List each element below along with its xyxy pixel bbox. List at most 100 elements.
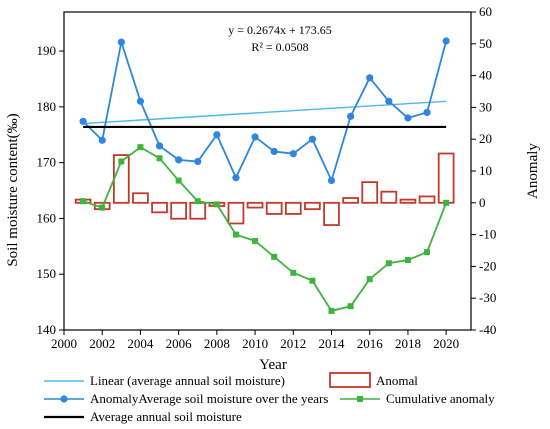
cumulative-anomaly-point bbox=[252, 237, 259, 244]
legend-label: Linear (average annual soil moisture) bbox=[90, 373, 285, 388]
legend-item: AnomalyAverage soil moisture over the ye… bbox=[44, 391, 328, 406]
anomaly-bar bbox=[361, 181, 379, 204]
x-tick-label: 2016 bbox=[357, 336, 384, 351]
legend: Linear (average annual soil moisture) Ano… bbox=[44, 372, 495, 424]
cumulative-anomaly-point bbox=[271, 253, 278, 260]
anomaly-bar bbox=[246, 201, 264, 209]
anomaly-bar bbox=[323, 201, 340, 226]
cumulative-anomaly-point bbox=[309, 277, 316, 284]
anomaly-bar bbox=[132, 192, 149, 204]
anomaly-bar bbox=[304, 201, 321, 211]
x-tick-label: 2006 bbox=[166, 336, 193, 351]
anomaly-bar bbox=[265, 201, 283, 215]
anomaly-bar bbox=[151, 201, 168, 214]
x-tick-label: 2010 bbox=[242, 336, 268, 351]
legend-label: Average annual soil moisture bbox=[90, 409, 242, 424]
y-right-tick-label: 0 bbox=[479, 195, 486, 210]
y-right-tick-label: 60 bbox=[479, 4, 492, 19]
legend-item: Anomal bbox=[329, 372, 418, 388]
anomaly-bar bbox=[170, 201, 187, 220]
lines-layer bbox=[79, 37, 450, 314]
anomaly-bar bbox=[418, 195, 436, 204]
cumulative-anomaly-point bbox=[137, 144, 144, 151]
soil-moisture-point bbox=[175, 156, 183, 164]
cumulative-anomaly-point bbox=[118, 158, 125, 165]
anomaly-bar bbox=[284, 201, 302, 215]
anomaly-bar bbox=[380, 190, 398, 204]
cumulative-anomaly-point bbox=[290, 269, 297, 276]
anomaly-bar bbox=[189, 201, 207, 220]
y-right-tick-label: -10 bbox=[479, 227, 496, 242]
cumulative-anomaly-point bbox=[156, 155, 163, 162]
soil-moisture-point bbox=[385, 97, 393, 105]
anomaly-bar bbox=[399, 198, 417, 204]
y-right-axis-title: Anomaly bbox=[525, 143, 541, 199]
legend-marker bbox=[357, 396, 363, 402]
soil-moisture-point bbox=[423, 108, 431, 117]
soil-moisture-point bbox=[270, 147, 278, 156]
legend-swatch bbox=[329, 372, 371, 388]
soil-moisture-point bbox=[98, 136, 106, 144]
cumulative-anomaly-point bbox=[443, 199, 450, 206]
cumulative-anomaly-point bbox=[213, 201, 220, 208]
legend-item: Average annual soil moisture bbox=[44, 409, 242, 424]
soil-moisture-point bbox=[308, 135, 317, 143]
legend-label: Anomal bbox=[376, 373, 418, 388]
x-tick-label: 2018 bbox=[395, 336, 421, 351]
soil-moisture-point bbox=[136, 97, 145, 105]
anomaly-bar bbox=[437, 152, 455, 204]
legend-item: Linear (average annual soil moisture) bbox=[44, 373, 285, 388]
soil-moisture-point bbox=[117, 38, 125, 46]
trend-line bbox=[83, 100, 447, 125]
x-tick-label: 2012 bbox=[280, 336, 306, 351]
y-right-tick-label: -20 bbox=[479, 258, 496, 273]
y-left-tick-label: 140 bbox=[37, 322, 57, 337]
y-right-tick-label: 40 bbox=[479, 68, 492, 83]
soil-moisture-point bbox=[442, 37, 450, 45]
y-left-tick-label: 170 bbox=[37, 155, 57, 170]
soil-moisture-point bbox=[213, 131, 221, 139]
soil-moisture-point bbox=[289, 150, 297, 158]
y-right-tick-label: 30 bbox=[479, 99, 492, 114]
y-left-tick-label: 180 bbox=[37, 99, 57, 114]
y-right-tick-label: -30 bbox=[479, 290, 496, 305]
y-left-tick-label: 150 bbox=[37, 266, 57, 281]
anomaly-bar bbox=[227, 201, 245, 225]
axes-layer: 2000 2002 2004 2006 2008 2010 2012 2014 2016 2018… bbox=[37, 4, 497, 351]
cumulative-anomaly-point bbox=[404, 257, 411, 264]
anomaly-bar bbox=[342, 197, 359, 204]
cumulative-anomaly-point bbox=[99, 204, 106, 211]
x-tick-label: 2000 bbox=[51, 336, 77, 351]
equation-annotation: y = 0.2674x + 173.65 bbox=[228, 23, 332, 37]
soil-moisture-point bbox=[232, 174, 240, 182]
soil-moisture-point bbox=[251, 133, 259, 141]
y-left-tick-label: 190 bbox=[37, 43, 57, 58]
y-right-tick-label: 50 bbox=[479, 36, 492, 51]
legend-label: Cumulative anomaly bbox=[386, 391, 495, 406]
bars-layer bbox=[74, 152, 455, 226]
soil-moisture-point bbox=[327, 176, 336, 185]
x-tick-label: 2004 bbox=[127, 336, 154, 351]
cumulative-anomaly-point bbox=[385, 260, 392, 267]
legend-label: AnomalyAverage soil moisture over the ye… bbox=[90, 391, 328, 406]
x-tick-label: 2020 bbox=[433, 336, 459, 351]
x-tick-label: 2002 bbox=[89, 336, 115, 351]
cumulative-anomaly-point bbox=[232, 231, 239, 238]
y-right-tick-label: 10 bbox=[479, 163, 492, 178]
x-axis-title: Year bbox=[259, 357, 287, 373]
soil-moisture-point bbox=[79, 117, 87, 125]
cumulative-anomaly-point bbox=[424, 249, 431, 256]
soil-moisture-point bbox=[366, 74, 374, 82]
soil-moisture-line bbox=[82, 40, 448, 184]
cumulative-anomaly-point bbox=[328, 307, 335, 314]
y-left-tick-label: 160 bbox=[37, 210, 57, 225]
r2-annotation: R² = 0.0508 bbox=[251, 40, 308, 54]
legend-item: Cumulative anomaly bbox=[340, 391, 495, 406]
cumulative-anomaly-point bbox=[194, 198, 201, 205]
soil-moisture-point bbox=[155, 142, 164, 150]
x-tick-label: 2014 bbox=[319, 336, 346, 351]
y-left-axis-title: Soil moisture content(‰) bbox=[5, 113, 21, 266]
soil-moisture-point bbox=[194, 157, 202, 166]
x-tick-label: 2008 bbox=[204, 336, 230, 351]
